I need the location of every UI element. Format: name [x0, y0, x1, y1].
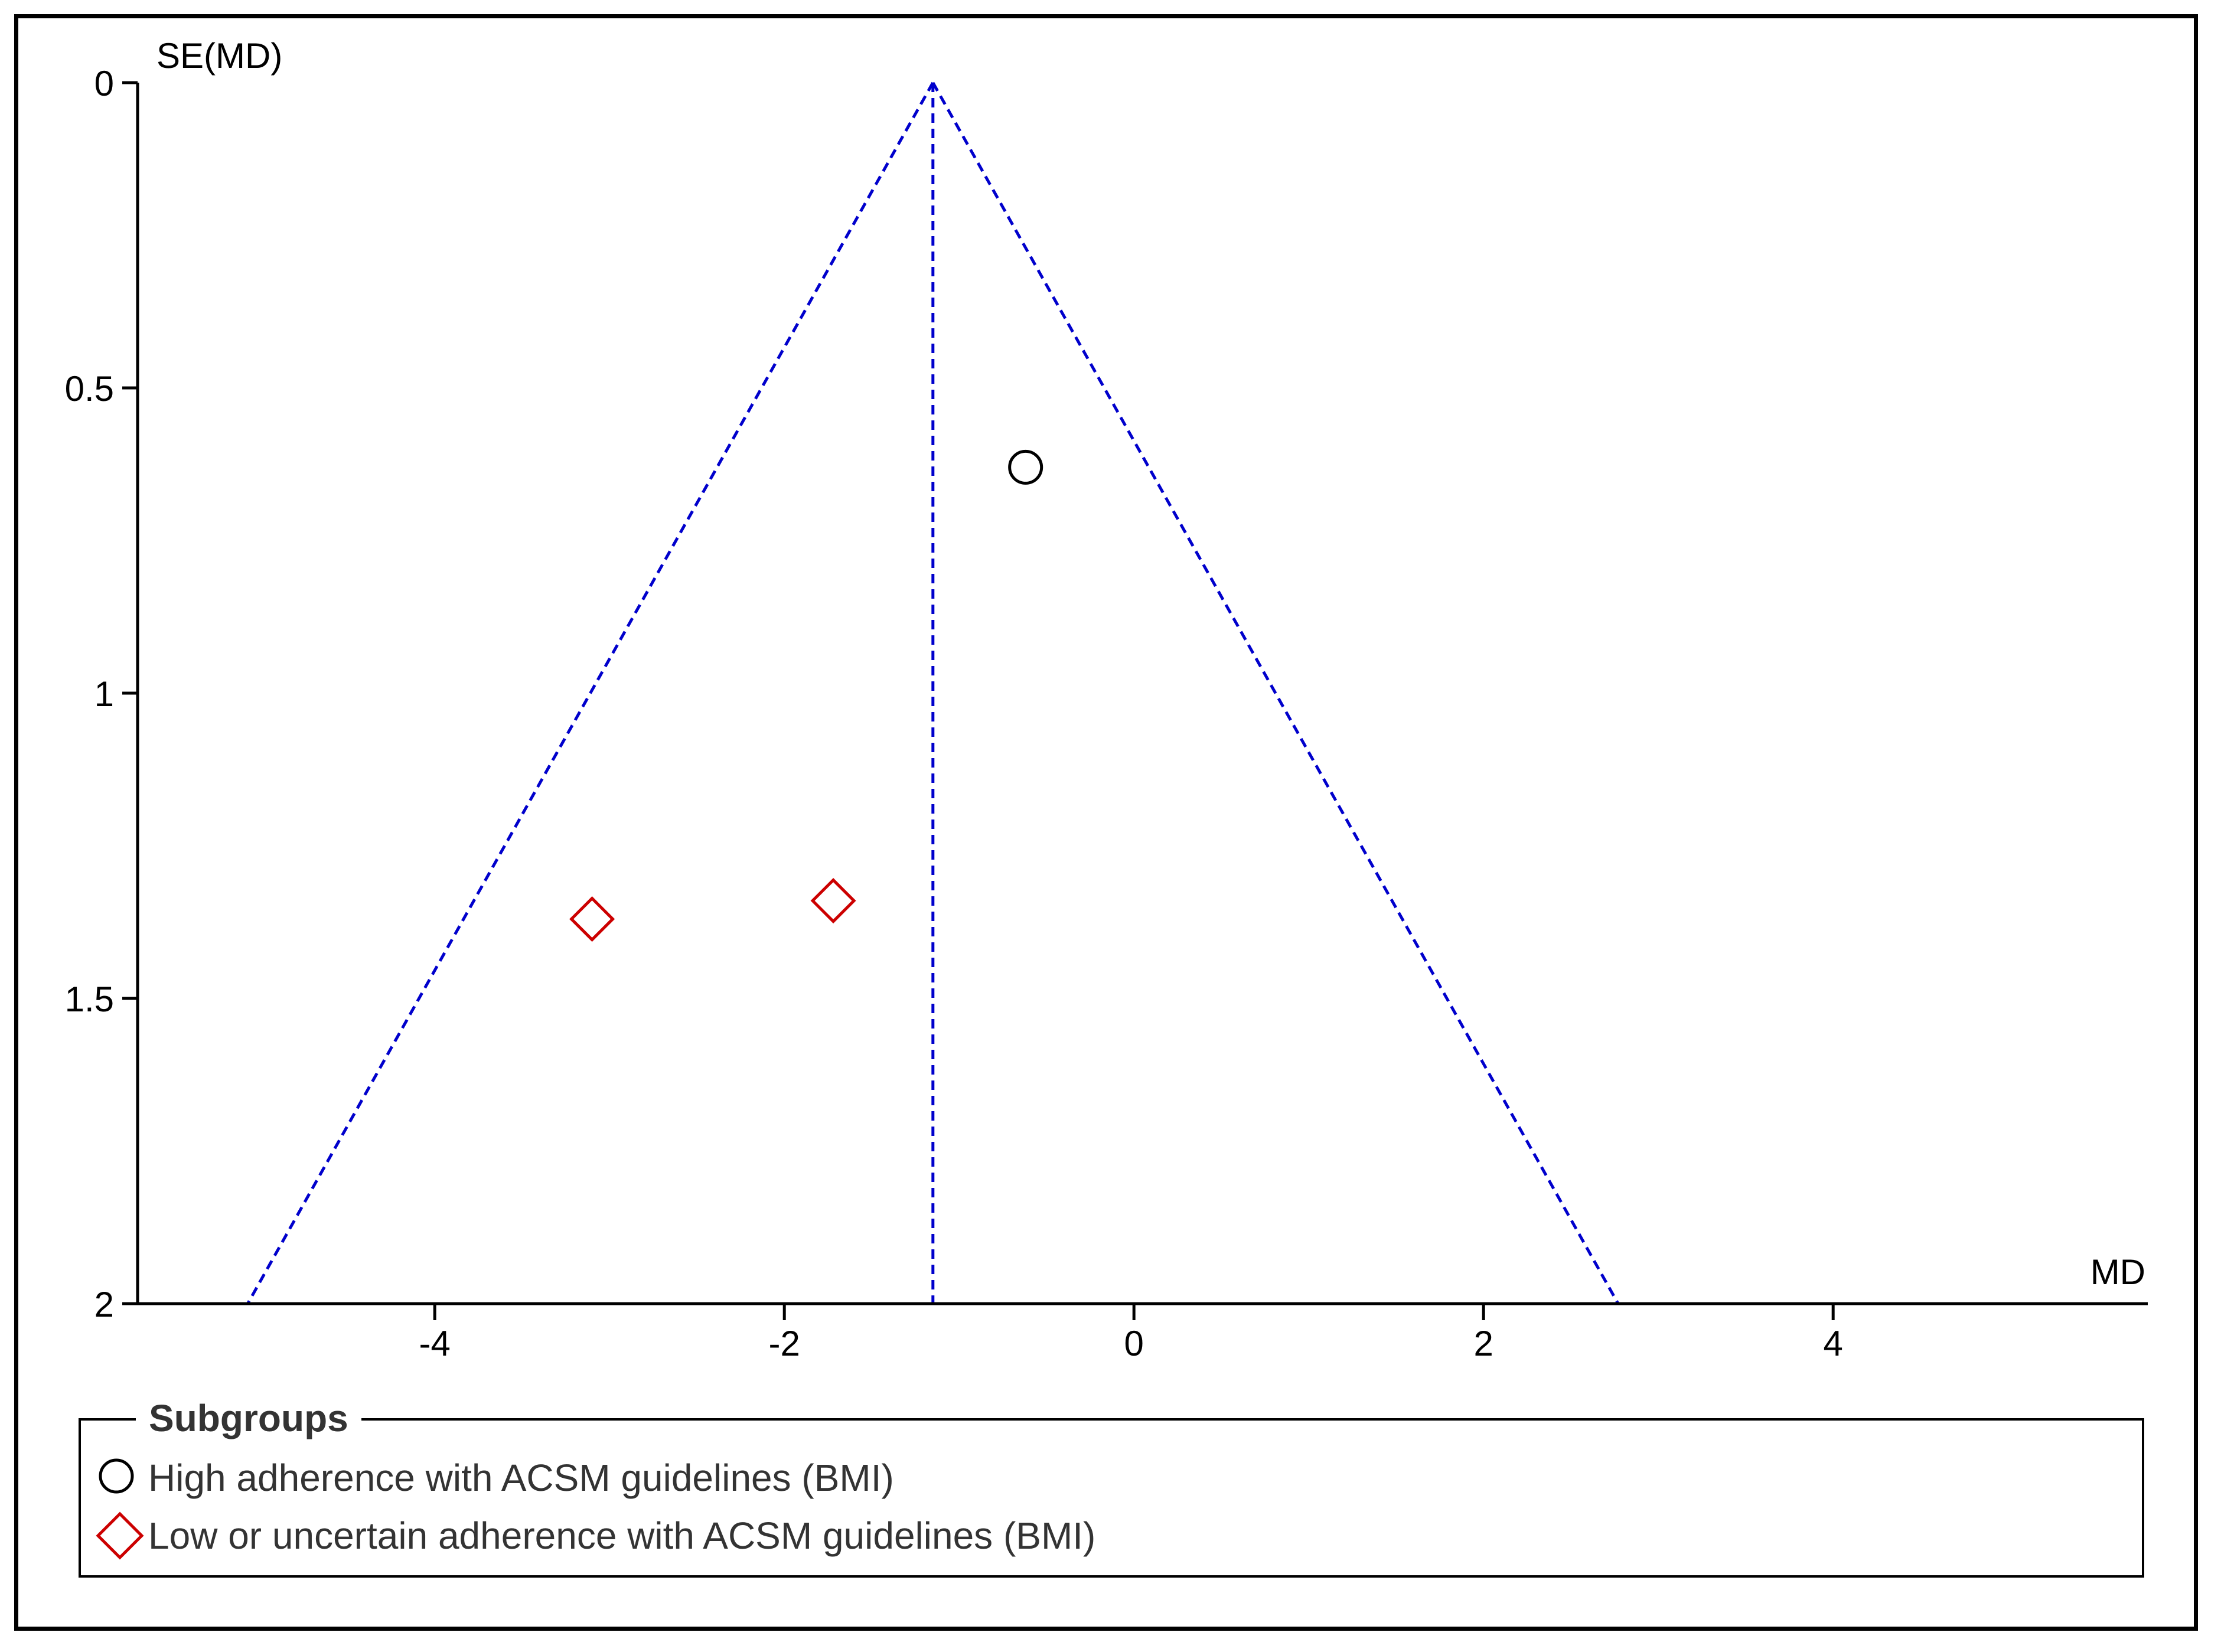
y-axis-title: SE(MD)	[156, 36, 282, 76]
legend	[79, 1418, 2144, 1578]
axes-layer: 0 0.5 1 1.5 2 -4 -2 0 2 4	[65, 64, 2148, 1363]
x-tick-label: -4	[419, 1324, 451, 1363]
points-layer	[569, 449, 1043, 942]
data-point-diamond	[810, 878, 856, 924]
x-axis-title: MD	[2090, 1252, 2145, 1292]
funnel-layer	[246, 81, 1620, 1305]
data-point-diamond	[569, 896, 615, 942]
circle-marker-icon	[92, 1451, 148, 1504]
figure-frame	[14, 14, 2198, 1631]
x-tick-label: -2	[769, 1324, 800, 1363]
funnel-right-line	[931, 81, 1620, 1305]
legend-item-high-adherence: High adherence with ACSM guidelines (BMI…	[92, 1451, 894, 1504]
legend-label-high-adherence: High adherence with ACSM guidelines (BMI…	[148, 1457, 894, 1499]
legend-label-low-adherence: Low or uncertain adherence with ACSM gui…	[148, 1514, 1096, 1557]
x-tick-label: 2	[1474, 1324, 1493, 1363]
diamond-marker-icon	[92, 1509, 148, 1562]
y-tick-label: 0	[94, 64, 114, 103]
legend-title: Subgroups	[136, 1397, 361, 1439]
funnel-left-line	[246, 81, 934, 1305]
y-tick-label: 0.5	[65, 369, 114, 409]
y-tick-label: 2	[94, 1285, 114, 1324]
legend-item-low-adherence: Low or uncertain adherence with ACSM gui…	[92, 1509, 1095, 1562]
x-tick-label: 0	[1124, 1324, 1144, 1363]
y-tick-label: 1	[94, 674, 114, 714]
x-tick-label: 4	[1824, 1324, 1843, 1363]
data-point-circle	[1008, 449, 1043, 485]
y-tick-label: 1.5	[65, 980, 114, 1019]
